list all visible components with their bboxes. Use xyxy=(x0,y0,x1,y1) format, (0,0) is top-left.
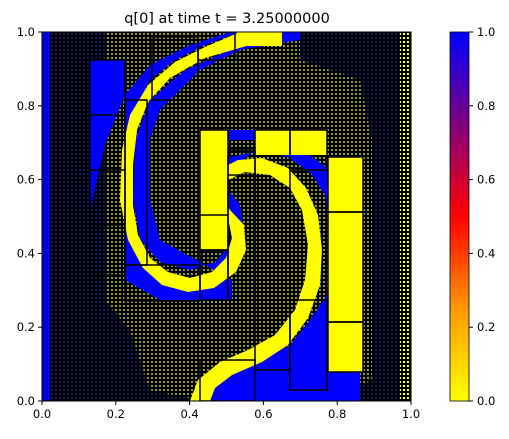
amr-patch-outlines xyxy=(89,32,364,401)
x-tick-label: 0.8 xyxy=(328,407,346,421)
y-tick-label: 0.6 xyxy=(17,173,35,187)
colorbar-tick-label: 1.0 xyxy=(477,25,495,39)
y-tick-label: 1.0 xyxy=(17,25,35,39)
y-tick-label: 0.2 xyxy=(17,320,35,334)
yellow-block xyxy=(237,32,282,46)
blue-edge-strip xyxy=(42,32,50,401)
y-axis: 0.0 0.2 0.4 0.6 0.8 1.0 xyxy=(17,25,42,408)
colorbar xyxy=(449,31,470,402)
y-tick-label: 0.8 xyxy=(17,99,35,113)
colorbar-tick-label: 0.8 xyxy=(477,99,495,113)
x-tick-label: 0.2 xyxy=(107,407,125,421)
x-tick-label: 0.4 xyxy=(180,407,198,421)
yellow-block xyxy=(400,32,411,401)
y-tick-label: 0.0 xyxy=(17,394,35,408)
x-axis: 0.0 0.2 0.4 0.6 0.8 1.0 xyxy=(33,401,420,421)
x-tick-label: 0.6 xyxy=(254,407,272,421)
plot-area xyxy=(42,32,411,401)
colorbar-tick-label: 0.0 xyxy=(477,394,495,408)
yellow-block xyxy=(255,130,327,155)
yellow-block xyxy=(328,157,363,372)
colorbar-tick-label: 0.6 xyxy=(477,173,495,187)
colorbar-tick-label: 0.2 xyxy=(477,320,495,334)
x-tick-label: 1.0 xyxy=(402,407,420,421)
x-tick-label: 0.0 xyxy=(33,407,51,421)
colorbar-tick-label: 0.4 xyxy=(477,246,495,260)
y-tick-label: 0.4 xyxy=(17,246,35,260)
yellow-block xyxy=(200,130,228,250)
colorbar-axis: 0.0 0.2 0.4 0.6 0.8 1.0 xyxy=(469,25,495,408)
plot-frame xyxy=(41,31,412,402)
chart-title: q[0] at time t = 3.25000000 xyxy=(124,11,330,27)
